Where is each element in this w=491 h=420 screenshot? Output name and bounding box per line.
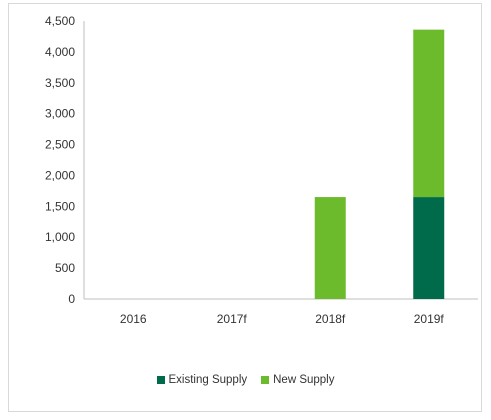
- y-tick-label: 4,000: [45, 45, 75, 59]
- x-tick-label: 2016: [120, 312, 147, 326]
- y-tick-label: 1,500: [45, 199, 75, 213]
- legend-entry-existing-supply: Existing Supply: [156, 374, 248, 386]
- x-tick-label: 2018f: [315, 312, 346, 326]
- bar-new-supply: [314, 197, 346, 299]
- y-tick-label: 2,000: [45, 168, 75, 182]
- legend-label-new-supply: New Supply: [273, 374, 335, 386]
- y-tick-label: 3,000: [45, 107, 75, 121]
- legend-label-existing-supply: Existing Supply: [168, 374, 248, 386]
- x-tick-label: 2017f: [217, 312, 248, 326]
- legend-entry-new-supply: New Supply: [261, 374, 335, 386]
- bar-existing-supply: [413, 197, 445, 299]
- y-tick-label: 3,500: [45, 76, 75, 90]
- chart-frame: [8, 3, 482, 412]
- y-tick-label: 500: [55, 261, 75, 275]
- y-tick-label: 4,500: [45, 14, 75, 28]
- legend-swatch-new-supply: [261, 376, 270, 384]
- legend-swatch-existing-supply: [156, 376, 165, 384]
- y-tick-label: 1,000: [45, 230, 75, 244]
- y-tick-label: 2,500: [45, 138, 75, 152]
- bar-new-supply: [413, 29, 445, 198]
- legend: Existing Supply New Supply: [0, 374, 491, 386]
- x-tick-label: 2019f: [414, 312, 445, 326]
- y-tick-label: 0: [68, 292, 75, 306]
